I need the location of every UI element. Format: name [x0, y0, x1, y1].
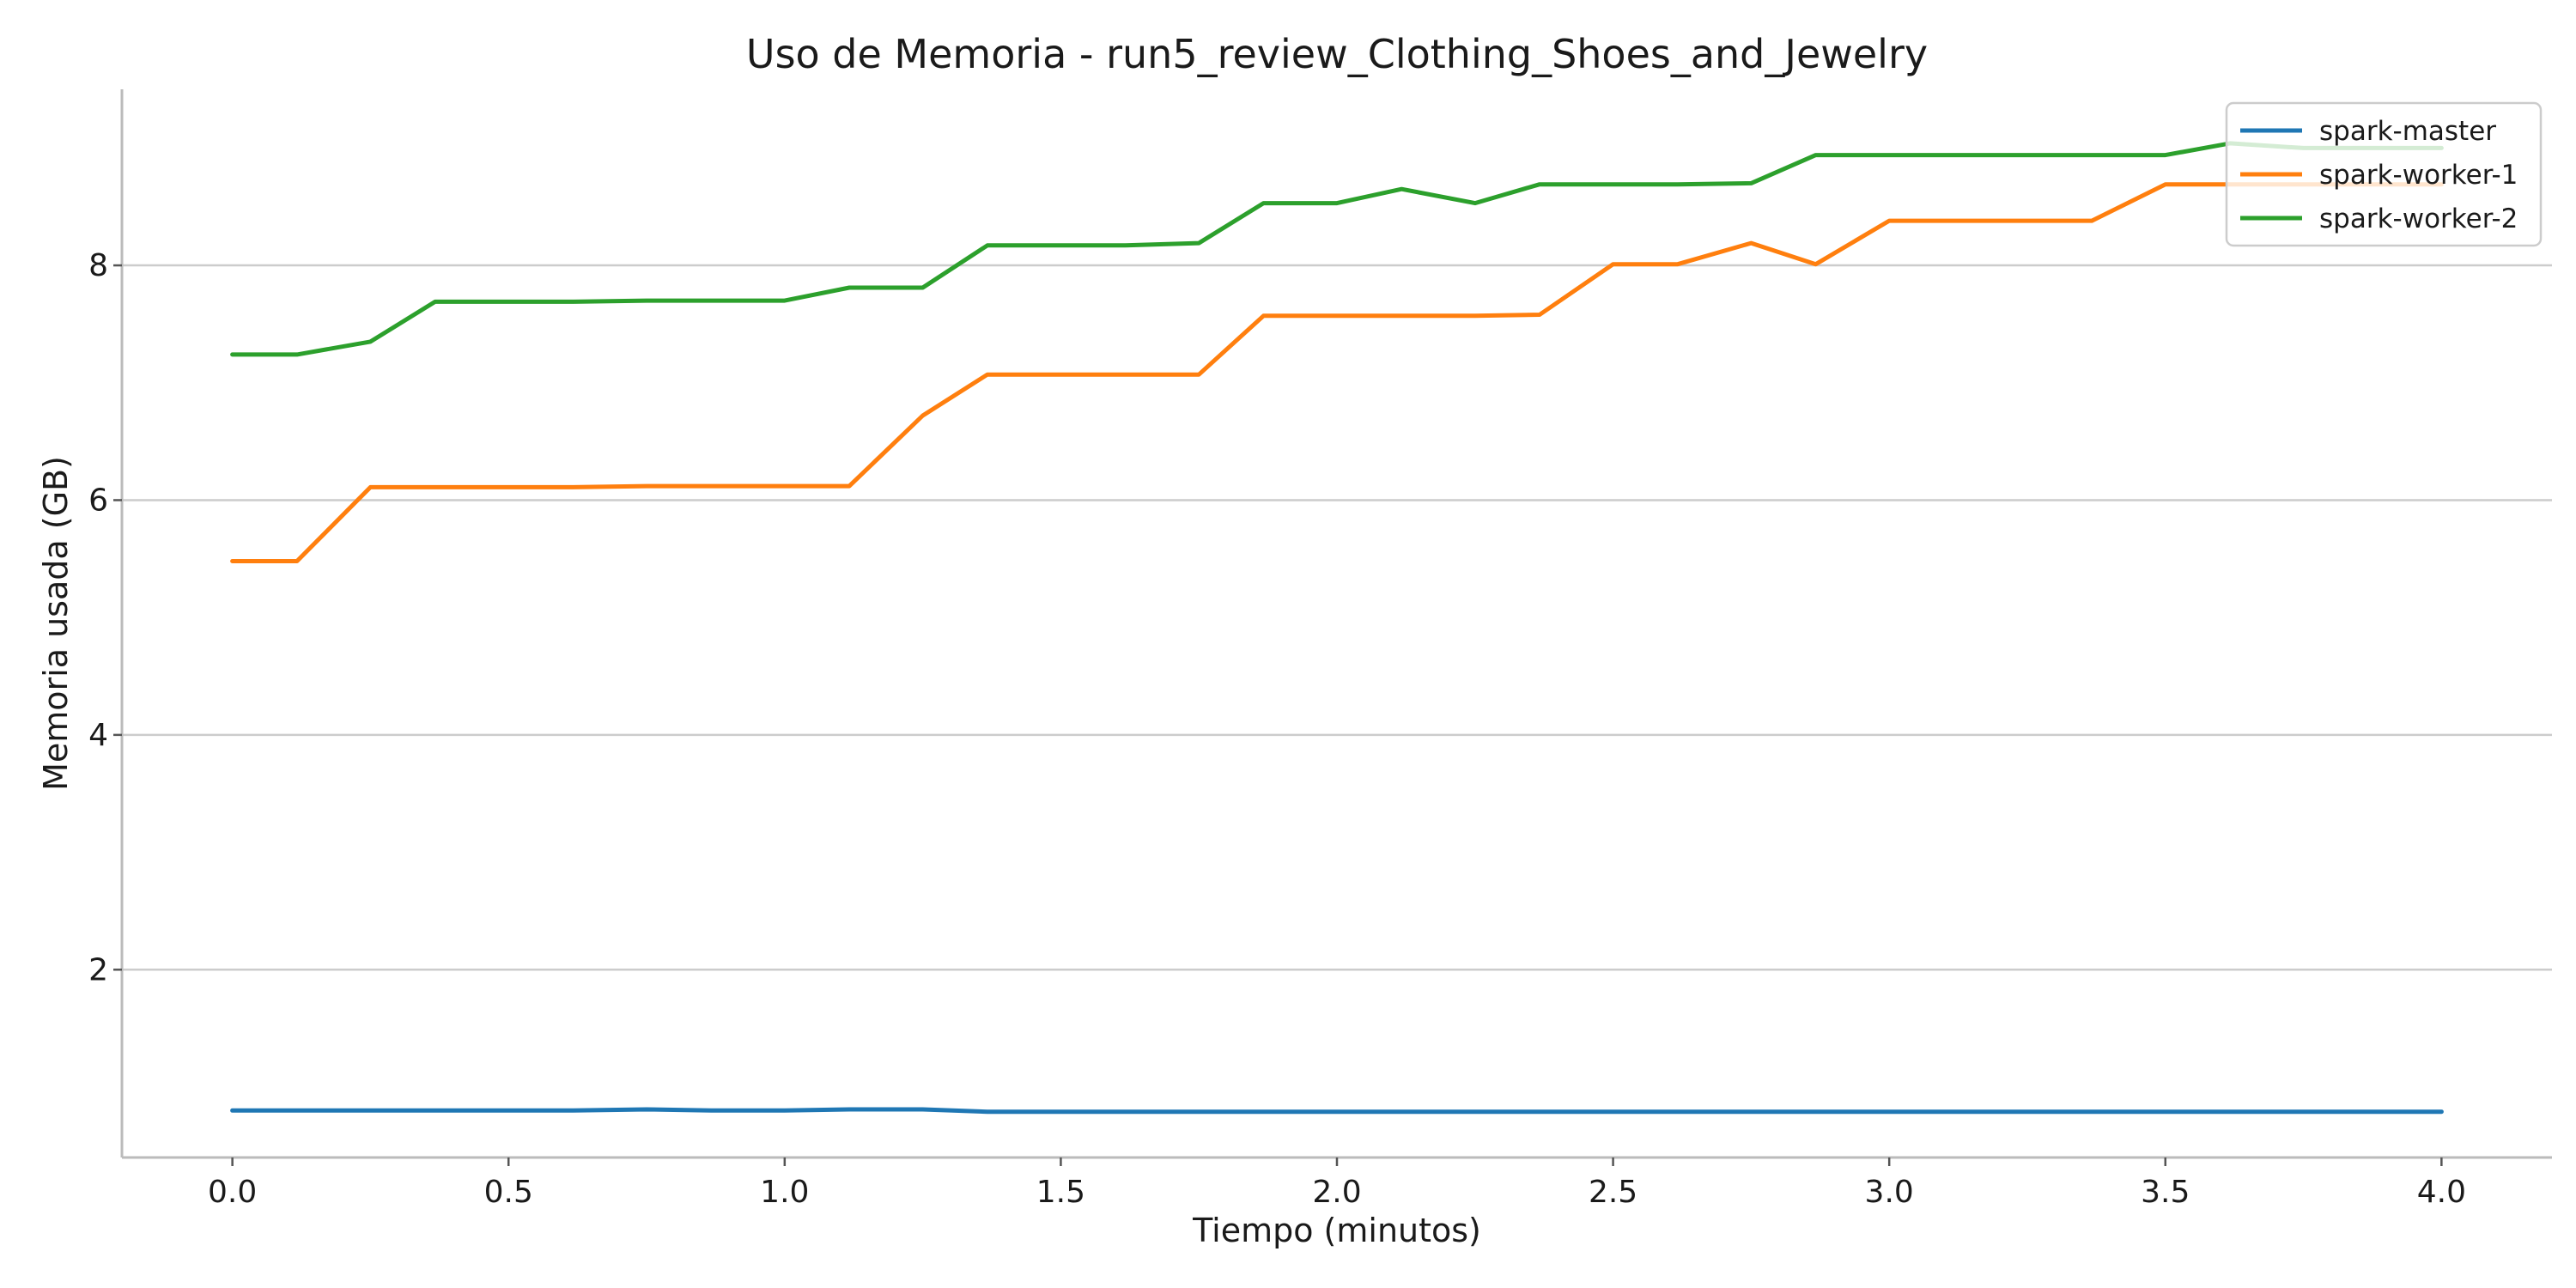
x-tick-label-1: 0.5	[484, 1175, 533, 1210]
legend-label-spark-worker-2: spark-worker-2	[2319, 204, 2518, 234]
chart-title: Uso de Memoria - run5_review_Clothing_Sh…	[746, 31, 1928, 77]
legend-box	[2225, 101, 2543, 247]
y-axis-ticks: 2 4 6 8	[88, 248, 122, 987]
series-lines	[230, 141, 2444, 1115]
x-tick-label-7: 3.5	[2141, 1175, 2190, 1210]
y-tick-label-0: 2	[88, 952, 108, 987]
x-tick-label-4: 2.0	[1312, 1175, 1361, 1210]
y-tick-label-2: 6	[88, 483, 108, 518]
x-axis-label: Tiempo (minutos)	[1192, 1212, 1481, 1249]
y-tick-label-1: 4	[88, 718, 108, 753]
x-tick-label-8: 4.0	[2417, 1175, 2466, 1210]
legend-label-spark-master: spark-master	[2319, 116, 2496, 147]
series-line-spark-master	[230, 1107, 2444, 1115]
x-tick-label-0: 0.0	[208, 1175, 257, 1210]
x-tick-label-6: 3.0	[1865, 1175, 1914, 1210]
legend: spark-master spark-worker-1 spark-worker-2	[2225, 101, 2543, 247]
series-line-spark-worker-2	[230, 141, 2444, 357]
grid-lines	[122, 264, 2552, 971]
x-tick-label-5: 2.5	[1589, 1175, 1637, 1210]
x-tick-label-2: 1.0	[760, 1175, 809, 1210]
x-axis-ticks: 0.0 0.5 1.0 1.5 2.0 2.5 3.0 3.5 4.0	[208, 1157, 2466, 1210]
y-tick-label-3: 8	[88, 248, 108, 283]
y-axis-label: Memoria usada (GB)	[37, 456, 75, 791]
legend-label-spark-worker-1: spark-worker-1	[2319, 160, 2518, 191]
x-tick-label-3: 1.5	[1036, 1175, 1085, 1210]
axes-spines	[120, 89, 2552, 1159]
series-line-spark-worker-1	[230, 182, 2444, 563]
